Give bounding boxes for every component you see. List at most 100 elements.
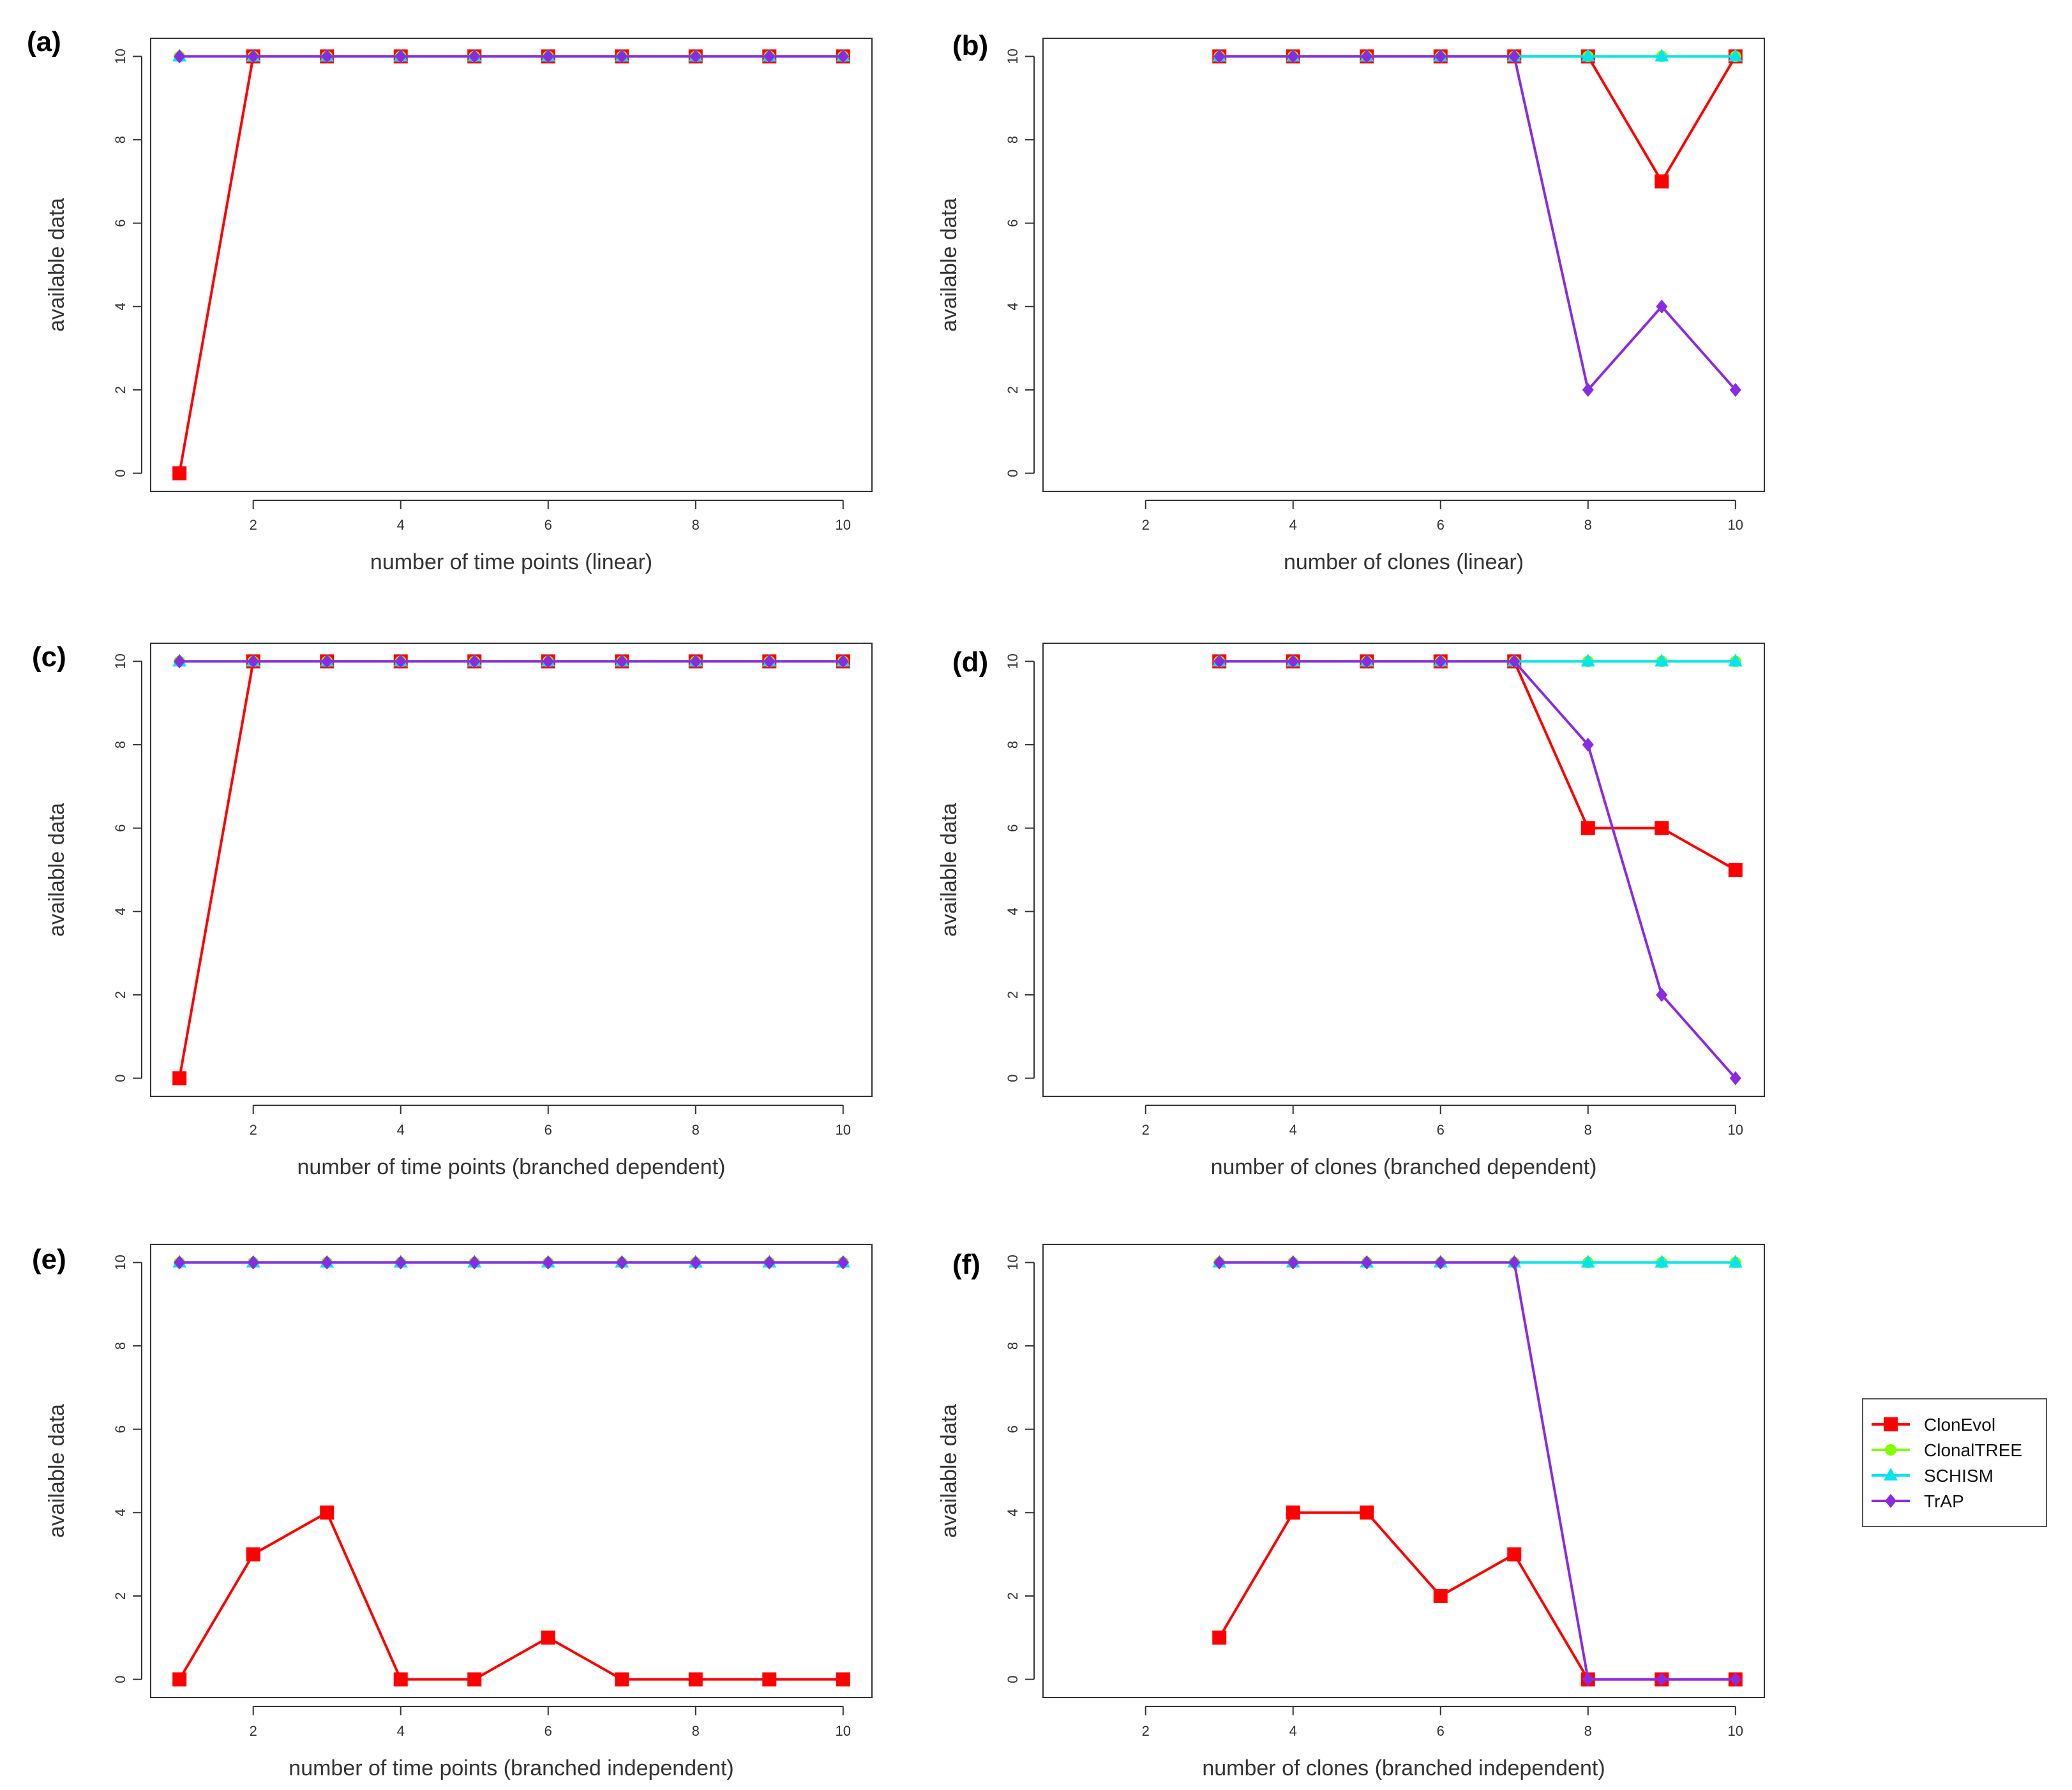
series-trap xyxy=(174,654,849,669)
series-trap xyxy=(1213,1255,1741,1687)
data-point xyxy=(689,654,702,669)
data-point xyxy=(1655,48,1669,62)
data-point xyxy=(689,1255,702,1270)
panel-label: (a) xyxy=(27,26,61,57)
y-tick-label: 8 xyxy=(112,136,128,144)
data-point xyxy=(763,49,776,64)
y-tick-label: 8 xyxy=(1005,741,1021,749)
panel-b: (b) 2 4 6 8 10 0 2 4 6 8 10 number of clones (linear… xyxy=(937,30,1765,574)
data-point xyxy=(394,49,407,64)
x-tick-label: 10 xyxy=(836,517,851,533)
series-line xyxy=(1219,660,1736,871)
data-point xyxy=(1212,1630,1227,1645)
data-point xyxy=(1286,1505,1300,1520)
y-tick-label: 6 xyxy=(1005,1426,1021,1433)
x-tick-label: 4 xyxy=(1289,1723,1297,1739)
x-tick-label: 8 xyxy=(692,517,700,533)
data-point xyxy=(1655,174,1669,189)
data-point xyxy=(1728,48,1743,62)
legend-marker xyxy=(1884,1417,1898,1431)
y-tick-label: 0 xyxy=(112,469,128,477)
series-line xyxy=(178,660,843,1078)
data-point xyxy=(689,49,702,64)
x-axis-title: number of clones (linear) xyxy=(1284,550,1524,574)
x-tick-label: 8 xyxy=(1584,1122,1592,1138)
series-clonevol xyxy=(172,654,850,1085)
panel-e: (e) 2 4 6 8 10 0 2 4 6 8 10 number of time points (b… xyxy=(32,1244,873,1780)
data-point xyxy=(542,654,554,669)
data-point xyxy=(469,49,481,64)
series-clonevol xyxy=(172,1505,850,1687)
y-tick-label: 6 xyxy=(1005,220,1021,227)
y-tick-label: 8 xyxy=(1005,1342,1021,1350)
plot-frame xyxy=(1042,643,1765,1097)
legend-marker xyxy=(1885,1494,1896,1508)
data-point xyxy=(1361,654,1373,669)
y-tick-label: 4 xyxy=(112,907,128,915)
data-point xyxy=(1360,1505,1374,1520)
data-point xyxy=(1728,863,1743,877)
x-tick-label: 2 xyxy=(1142,517,1150,533)
series-line xyxy=(178,55,843,474)
data-point xyxy=(837,654,849,669)
y-axis-title: available data xyxy=(937,803,961,937)
panel-label: (e) xyxy=(32,1244,66,1275)
x-tick-label: 10 xyxy=(1728,1723,1743,1739)
y-tick-label: 10 xyxy=(1005,1255,1021,1270)
data-point xyxy=(247,1255,259,1270)
y-tick-label: 4 xyxy=(1005,907,1021,915)
x-tick-label: 8 xyxy=(1584,517,1592,533)
x-axis-title: number of time points (branched dependen… xyxy=(297,1155,726,1179)
data-point xyxy=(247,654,259,669)
x-tick-label: 2 xyxy=(1142,1723,1150,1739)
y-tick-label: 0 xyxy=(1005,469,1021,477)
series-trap xyxy=(1213,654,1741,1085)
y-tick-label: 2 xyxy=(112,1592,128,1600)
data-point xyxy=(172,1071,187,1085)
legend-entry: SCHISM xyxy=(1872,1466,1993,1486)
y-tick-label: 0 xyxy=(1005,1074,1021,1082)
data-point xyxy=(247,49,259,64)
legend: ClonEvol ClonalTREE SCHISM TrAP xyxy=(1862,1398,2047,1527)
y-tick-label: 10 xyxy=(112,653,128,669)
data-point xyxy=(1508,654,1520,669)
data-point xyxy=(1580,48,1595,62)
y-tick-label: 2 xyxy=(112,386,128,394)
x-tick-label: 6 xyxy=(544,1723,552,1739)
y-tick-label: 8 xyxy=(112,1342,128,1350)
y-tick-label: 4 xyxy=(112,302,128,310)
x-tick-label: 2 xyxy=(1142,1122,1150,1138)
series-clonevol xyxy=(1212,1505,1743,1687)
legend-label: ClonalTREE xyxy=(1924,1440,2022,1460)
data-point xyxy=(1582,382,1594,397)
legend-marker xyxy=(1884,1468,1898,1480)
legend-label: ClonEvol xyxy=(1924,1415,1995,1435)
data-point xyxy=(1213,49,1226,64)
data-point xyxy=(320,1505,334,1520)
y-tick-label: 0 xyxy=(112,1675,128,1683)
y-tick-label: 2 xyxy=(1005,991,1021,999)
data-point xyxy=(616,49,628,64)
data-point xyxy=(394,1255,407,1270)
data-point xyxy=(172,466,187,481)
data-point xyxy=(616,654,628,669)
x-tick-label: 4 xyxy=(397,517,405,533)
series-clonevol xyxy=(172,49,850,481)
x-tick-label: 10 xyxy=(1728,517,1743,533)
series-trap xyxy=(174,1255,849,1270)
y-axis-title: available data xyxy=(45,1404,69,1538)
data-point xyxy=(1728,653,1743,667)
panel-d: (d) 2 4 6 8 10 0 2 4 6 8 10 number of clones (branch… xyxy=(937,643,1765,1179)
data-point xyxy=(1655,821,1669,835)
data-point xyxy=(837,49,849,64)
x-tick-label: 8 xyxy=(692,1723,700,1739)
y-tick-label: 8 xyxy=(1005,136,1021,144)
x-tick-label: 10 xyxy=(1728,1122,1743,1138)
data-point xyxy=(1729,382,1741,397)
data-point xyxy=(1287,49,1299,64)
x-tick-label: 4 xyxy=(397,1723,405,1739)
x-axis-title: number of time points (branched independ… xyxy=(289,1756,733,1780)
data-point xyxy=(1580,1255,1595,1268)
y-tick-label: 6 xyxy=(112,1426,128,1433)
y-axis-title: available data xyxy=(937,198,961,332)
